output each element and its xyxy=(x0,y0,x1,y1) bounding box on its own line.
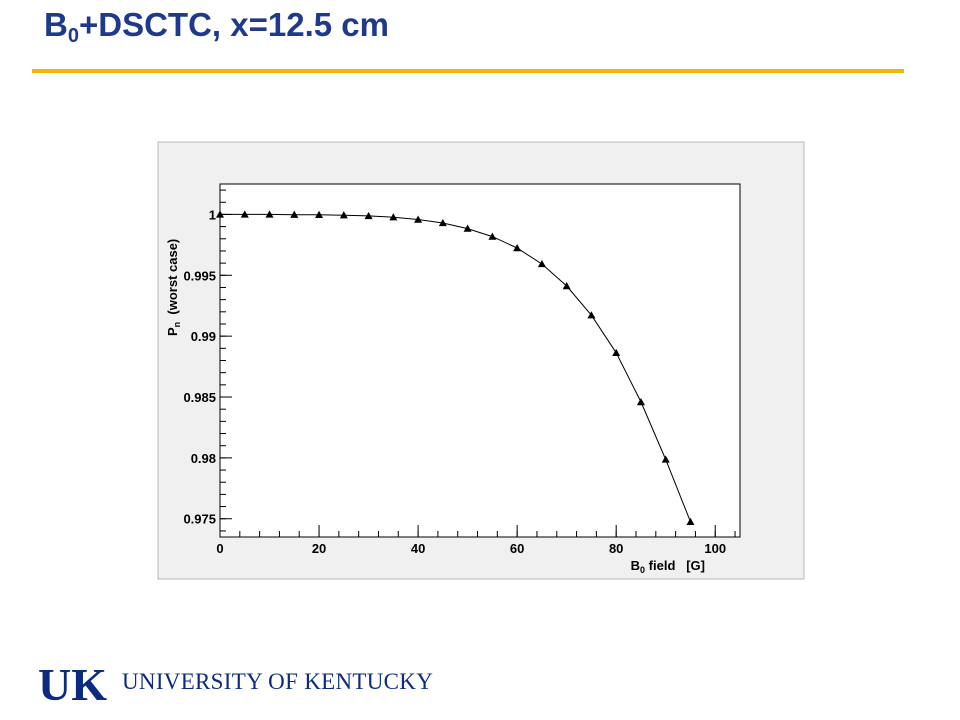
y-axis-label-rest: (worst case) xyxy=(165,239,180,322)
tick-labels: 0 20 40 60 80 100 0.975 0.98 0.985 0.99 0.995 1 xyxy=(183,207,726,556)
data-point-marker xyxy=(513,244,522,252)
slide-title-subscript: 0 xyxy=(67,25,79,47)
data-point-marker xyxy=(562,282,571,290)
x-tick-label: 60 xyxy=(510,541,524,556)
uk-logo: UK xyxy=(38,660,107,706)
x-axis-label: B0 field [G] xyxy=(631,558,705,575)
data-markers xyxy=(216,210,695,525)
data-point-marker xyxy=(463,224,472,232)
x-axis-label-sub: 0 xyxy=(640,565,645,575)
y-tick-label: 0.995 xyxy=(183,268,216,283)
x-tick-label: 80 xyxy=(609,541,623,556)
slide-title: B0+DSCTC, x=12.5 cm xyxy=(44,6,389,48)
data-point-marker xyxy=(339,211,348,219)
data-point-marker xyxy=(290,210,299,218)
data-point-marker xyxy=(636,398,645,406)
data-point-marker xyxy=(587,311,596,319)
uk-logo-letters: UK xyxy=(38,660,107,706)
university-name: UNIVERSITY OF KENTUCKY xyxy=(122,669,434,694)
y-tick-label: 0.985 xyxy=(183,390,216,405)
y-tick-label: 0.99 xyxy=(191,329,216,344)
data-point-marker xyxy=(612,348,621,357)
x-tick-label: 0 xyxy=(216,541,223,556)
data-point-marker xyxy=(364,211,373,220)
y-axis-label: Pn (worst case) xyxy=(165,239,182,336)
fit-curve xyxy=(220,213,691,522)
data-point-marker xyxy=(315,210,324,218)
data-point-marker xyxy=(686,517,695,525)
y-tick-label: 0.975 xyxy=(183,512,216,527)
y-tick-label: 0.98 xyxy=(191,451,216,466)
data-point-marker xyxy=(265,210,274,218)
slide-title-prefix: B xyxy=(44,6,68,43)
y-axis-label-main: P xyxy=(165,327,180,336)
data-point-marker xyxy=(216,210,224,218)
data-point-marker xyxy=(438,218,447,227)
title-underline xyxy=(32,69,904,73)
y-axis-label-sub: n xyxy=(172,322,182,328)
x-tick-label: 20 xyxy=(312,541,326,556)
slide-title-suffix: +DSCTC, x=12.5 cm xyxy=(78,6,389,43)
plot-frame xyxy=(219,183,741,538)
data-point-marker xyxy=(389,213,398,221)
data-point-marker xyxy=(240,210,249,218)
x-tick-label: 100 xyxy=(704,541,726,556)
data-point-marker xyxy=(488,232,497,240)
x-tick-label: 40 xyxy=(411,541,425,556)
x-axis-label-main: B xyxy=(631,558,640,573)
x-axis-label-rest: field [G] xyxy=(645,558,705,573)
data-point-marker xyxy=(537,259,546,268)
data-point-marker xyxy=(661,455,670,463)
y-tick-label: 1 xyxy=(209,207,216,222)
data-point-marker xyxy=(414,215,423,223)
